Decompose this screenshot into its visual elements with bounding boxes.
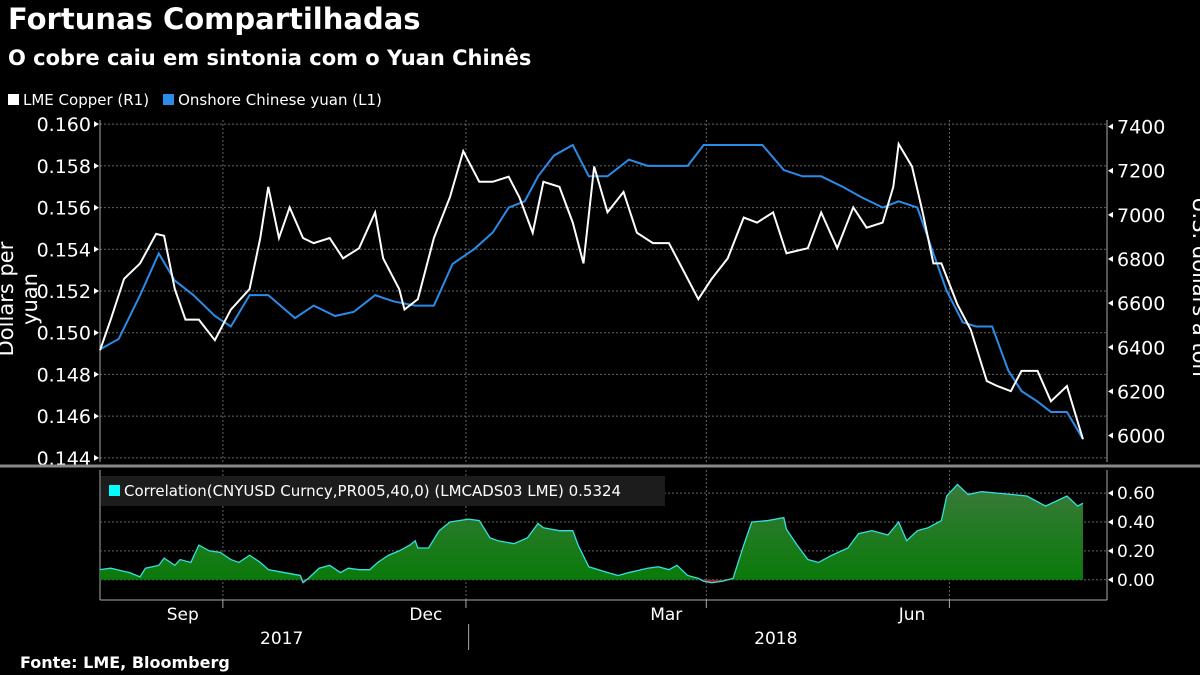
y-tick-right	[1108, 167, 1113, 174]
y-tick-right	[1108, 256, 1113, 263]
y-tick-label-left: 0.154	[37, 239, 91, 261]
x-tick-label-month: Mar	[650, 605, 682, 625]
y-tick-right	[1108, 211, 1113, 218]
chart-title: Fortunas Compartilhadas	[8, 2, 421, 36]
legend-item-yuan[interactable]: Onshore Chinese yuan (L1)	[163, 91, 382, 109]
y-tick-label-right: 7200	[1117, 161, 1165, 183]
correlation-line	[99, 483, 1084, 584]
y-tick-label-correlation: 0.40	[1117, 513, 1155, 533]
y-tick-label-correlation: 0.00	[1117, 571, 1155, 591]
y-tick-label-left: 0.152	[37, 281, 91, 303]
y-tick-left	[94, 371, 99, 378]
y-tick-right	[1108, 300, 1113, 307]
y-tick-right	[1108, 432, 1113, 439]
yuan-line	[99, 143, 1084, 440]
y-tick-right	[1108, 388, 1113, 395]
y-tick-left	[94, 413, 99, 420]
correlation-label: Correlation(CNYUSD Curncy,PR005,40,0) (L…	[101, 476, 665, 506]
y-tick-correlation	[1108, 490, 1113, 497]
correlation-area-negative	[100, 579, 1083, 583]
x-tick-label-month: Dec	[409, 605, 442, 625]
y-tick-label-left: 0.160	[37, 114, 91, 136]
legend: LME Copper (R1) Onshore Chinese yuan (L1…	[8, 91, 382, 109]
y-tick-label-left: 0.148	[37, 364, 91, 386]
y-tick-right	[1108, 344, 1113, 351]
y-tick-left	[94, 162, 99, 169]
legend-label-copper: LME Copper (R1)	[23, 91, 150, 109]
x-tick-label-year: 2017	[260, 629, 303, 649]
y-tick-correlation	[1108, 576, 1113, 583]
legend-swatch-yuan	[163, 94, 175, 105]
y-tick-label-right: 6600	[1117, 293, 1165, 315]
correlation-label-text: Correlation(CNYUSD Curncy,PR005,40,0) (L…	[124, 482, 622, 500]
y-tick-left	[94, 329, 99, 336]
correlation-area-positive	[100, 484, 1083, 580]
x-tick-label-year: 2018	[754, 629, 797, 649]
legend-item-copper[interactable]: LME Copper (R1)	[8, 91, 149, 109]
y-tick-label-right: 6400	[1117, 337, 1165, 359]
y-tick-label-left: 0.150	[37, 323, 91, 345]
x-tick-label-month: Jun	[898, 605, 926, 625]
y-tick-label-right: 6200	[1117, 381, 1165, 403]
legend-swatch-copper	[8, 94, 19, 105]
y-tick-label-left: 0.156	[37, 198, 91, 220]
y-tick-correlation	[1108, 519, 1113, 525]
y-tick-label-correlation: 0.60	[1117, 484, 1155, 504]
source-note: Fonte: LME, Bloomberg	[20, 653, 230, 672]
y-tick-right	[1108, 123, 1113, 130]
y-tick-label-right: 7400	[1117, 117, 1165, 139]
y-tick-left	[94, 204, 99, 211]
y-tick-left	[94, 288, 99, 294]
chart-subtitle: O cobre caiu em sintonia com o Yuan Chin…	[8, 46, 532, 70]
y-tick-label-left: 0.158	[37, 156, 91, 178]
y-tick-label-correlation: 0.20	[1117, 542, 1155, 562]
y-tick-left	[94, 454, 99, 461]
y-tick-label-left: 0.146	[37, 406, 91, 428]
y-tick-left	[94, 246, 99, 253]
y-tick-label-right: 7000	[1117, 205, 1165, 227]
copper-line	[99, 141, 1084, 440]
x-tick-label-month: Sep	[167, 605, 199, 625]
y-tick-label-right: 6800	[1117, 249, 1165, 271]
y-tick-label-right: 6000	[1117, 426, 1165, 448]
correlation-swatch	[109, 485, 120, 496]
y-tick-correlation	[1108, 547, 1113, 554]
legend-label-yuan: Onshore Chinese yuan (L1)	[178, 91, 382, 109]
y-tick-label-left: 0.144	[37, 448, 91, 470]
y-tick-left	[94, 121, 99, 128]
